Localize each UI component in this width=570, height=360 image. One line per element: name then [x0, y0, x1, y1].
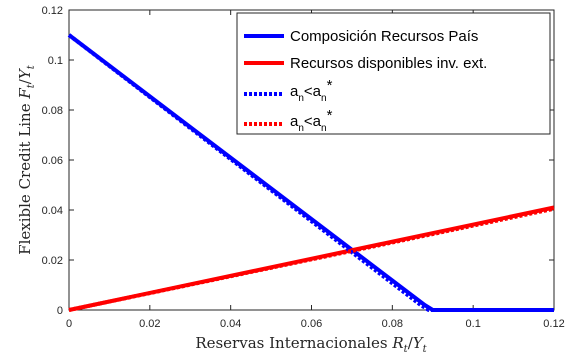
legend: Composición Recursos País Recursos dispo…	[236, 12, 551, 135]
y-tick-label: 0.12	[42, 5, 63, 17]
legend-label-recursos: Recursos disponibles inv. ext.	[290, 55, 487, 72]
y-tick-label: 0.08	[42, 105, 63, 117]
x-tick-label: 0.12	[543, 318, 564, 330]
y-tick-label: 0.02	[42, 255, 63, 267]
y-tick-label: 0.06	[42, 155, 63, 167]
x-tick-label: 0.1	[466, 318, 481, 330]
y-axis-label: Flexible Credit Line Ft/Yt	[16, 64, 37, 255]
series-line-2	[67, 33, 554, 312]
series-line-3	[68, 206, 555, 312]
legend-box	[236, 12, 551, 135]
y-tick-label: 0	[57, 305, 63, 317]
series-group	[67, 33, 555, 312]
x-tick-label: 0	[66, 318, 72, 330]
x-tick-label: 0.06	[301, 318, 322, 330]
x-axis-label: Reservas Internacionales Rt/Yt	[195, 334, 427, 355]
x-tick-label: 0.02	[139, 318, 160, 330]
x-tick-label: 0.04	[220, 318, 241, 330]
legend-label-an-red: an<an*	[290, 107, 333, 134]
y-tick-label: 0.04	[42, 205, 63, 217]
y-tick-label: 0.1	[48, 55, 63, 67]
x-tick-label: 0.08	[382, 318, 403, 330]
legend-label-composicion: Composición Recursos País	[290, 28, 478, 45]
legend-label-an-blue: an<an*	[290, 77, 333, 104]
